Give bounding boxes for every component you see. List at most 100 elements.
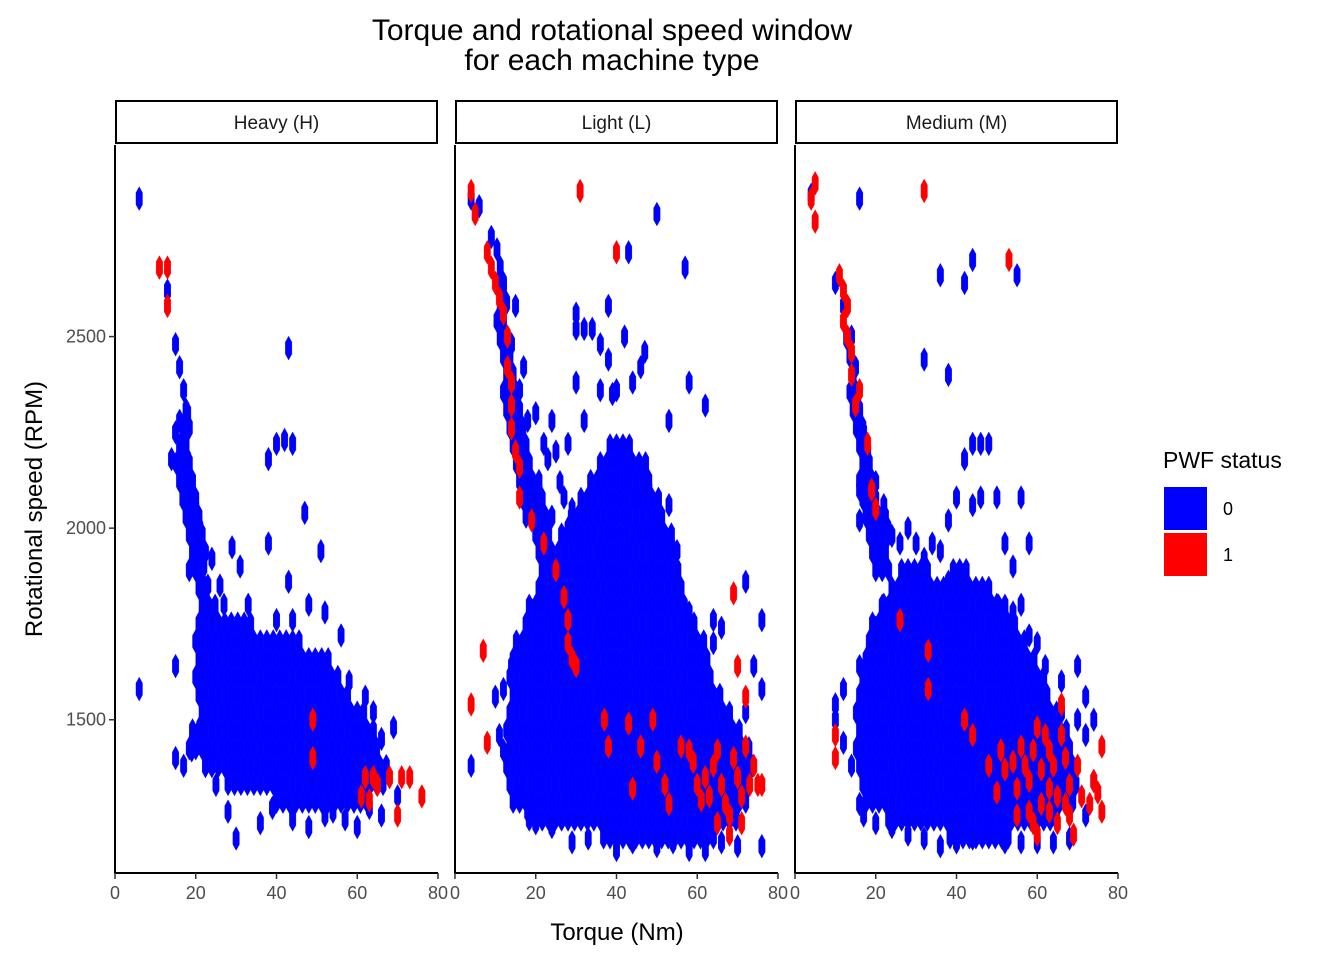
hexbin-pwf-1 <box>848 362 855 388</box>
hexbin-pwf-0 <box>532 400 540 426</box>
hexbin-pwf-0 <box>192 496 200 522</box>
hexbin-pwf-1 <box>868 477 876 503</box>
hexbin-pwf-0 <box>345 669 353 694</box>
hexbin-pwf-1 <box>394 803 402 828</box>
hexbin-pwf-0 <box>872 615 880 641</box>
hexbin-pwf-0 <box>172 653 179 679</box>
hexbin-pwf-0 <box>625 239 633 265</box>
hexbin-pwf-0 <box>516 784 524 809</box>
hexbin-pwf-0 <box>329 799 337 824</box>
hexbin-pwf-0 <box>321 803 329 828</box>
hexbin-pwf-0 <box>860 803 868 828</box>
hexbin-pwf-1 <box>689 749 697 775</box>
hexbin-pwf-0 <box>750 653 758 679</box>
hexbin-pwf-1 <box>718 772 725 798</box>
x-tick-label: 20 <box>526 883 546 903</box>
hexbin-pwf-1 <box>467 692 475 717</box>
hexbin-pwf-0 <box>572 316 580 342</box>
hexbin-pwf-0 <box>495 722 503 748</box>
hexbin-pwf-0 <box>390 715 398 740</box>
hexbin-pwf-0 <box>361 684 369 710</box>
hexbin-pwf-0 <box>564 515 572 541</box>
hexbin-pwf-1 <box>705 784 713 809</box>
hexbin-pwf-1 <box>309 745 317 771</box>
x-tick-label: 60 <box>687 883 707 903</box>
hexbin-pwf-0 <box>220 592 228 618</box>
hexbin-pwf-1 <box>155 255 163 280</box>
hexbin-pwf-0 <box>758 607 766 633</box>
hexbin-pwf-1 <box>467 178 475 204</box>
x-tick-label: 80 <box>1108 883 1128 903</box>
hexbin-pwf-0 <box>936 833 944 859</box>
hexbin-pwf-0 <box>944 508 952 533</box>
hexbin-pwf-1 <box>164 255 171 280</box>
hexbin-pwf-0 <box>904 515 912 541</box>
hexbin-pwf-1 <box>742 684 750 710</box>
hexbin-pwf-1 <box>1049 753 1057 779</box>
hexbin-pwf-0 <box>742 699 750 725</box>
hexbin-pwf-0 <box>718 615 725 641</box>
hexbin-pwf-0 <box>544 446 552 472</box>
hexbin-pwf-0 <box>196 715 204 740</box>
hexbin-pwf-0 <box>500 676 507 702</box>
hexbin-pwf-1 <box>418 784 426 809</box>
hexbin-pwf-0 <box>709 607 717 633</box>
x-tick-label: 80 <box>428 883 448 903</box>
hexbin-pwf-1 <box>564 630 572 656</box>
hexbin-pwf-0 <box>524 799 532 824</box>
hexbin-pwf-0 <box>856 477 864 503</box>
hexbin-pwf-0 <box>888 523 896 549</box>
hexbin-pwf-1 <box>398 764 406 790</box>
hexbin-pwf-0 <box>378 726 385 752</box>
hexbin-pwf-0 <box>653 833 661 859</box>
hexbin-pwf-1 <box>993 780 1001 805</box>
hexbin-pwf-0 <box>637 354 645 380</box>
hexbin-pwf-0 <box>993 485 1001 510</box>
chart-title-line-2: for each machine type <box>464 44 759 77</box>
hexbin-pwf-0 <box>172 745 179 771</box>
hexbin-pwf-0 <box>840 676 847 702</box>
axis-titles: Torque (Nm) Rotational speed (RPM) <box>21 381 684 946</box>
x-tick-label: 40 <box>946 883 966 903</box>
hexbin-pwf-0 <box>487 224 495 250</box>
hexbin-pwf-0 <box>500 270 507 296</box>
hexbin-pwf-0 <box>718 830 725 855</box>
chart-title-line-1: Torque and rotational speed window <box>372 14 853 47</box>
x-tick-label: 80 <box>768 883 788 903</box>
hexbin-pwf-0 <box>188 738 196 763</box>
hexbin-pwf-0 <box>337 623 345 648</box>
hexbin-pwf-1 <box>1041 722 1049 748</box>
hexbin-pwf-0 <box>168 446 175 472</box>
facet-strip <box>795 100 1118 144</box>
hexbin-pwf-0 <box>135 676 143 702</box>
legend-key-0 <box>1164 487 1207 530</box>
hexbin-pwf-0 <box>548 408 556 434</box>
hexbin-layer <box>135 186 426 851</box>
hexbin-pwf-0 <box>969 247 977 273</box>
hexbin-pwf-1 <box>649 707 657 733</box>
hexbin-pwf-1 <box>516 454 524 480</box>
hexbin-pwf-0 <box>880 492 888 518</box>
hexbin-pwf-0 <box>324 646 332 672</box>
hexbin-pwf-1 <box>572 653 580 679</box>
hexbin-pwf-0 <box>1025 623 1033 648</box>
hexbin-pwf-0 <box>629 830 637 855</box>
hexbin-pwf-0 <box>993 592 1001 618</box>
hexbin-pwf-1 <box>560 584 568 610</box>
hexbin-pwf-0 <box>872 810 880 836</box>
hexbin-pwf-1 <box>365 787 373 813</box>
hexbin-pwf-1 <box>1037 791 1045 817</box>
hexbin-pwf-0 <box>244 592 252 618</box>
facet-strip <box>455 100 778 144</box>
hexbin-pwf-0 <box>269 795 276 821</box>
hexbin-pwf-1 <box>730 580 738 606</box>
x-tick-label: 20 <box>866 883 886 903</box>
hexbin-pwf-0 <box>520 354 528 380</box>
hexbin-pwf-1 <box>896 607 904 633</box>
legend-title: PWF status <box>1163 447 1282 473</box>
hexbin-pwf-1 <box>1025 768 1033 794</box>
hexbin-pwf-0 <box>524 408 532 434</box>
hexbin-pwf-0 <box>1058 669 1065 694</box>
hexbin-pwf-0 <box>961 577 969 602</box>
hexbin-pwf-0 <box>580 408 588 434</box>
